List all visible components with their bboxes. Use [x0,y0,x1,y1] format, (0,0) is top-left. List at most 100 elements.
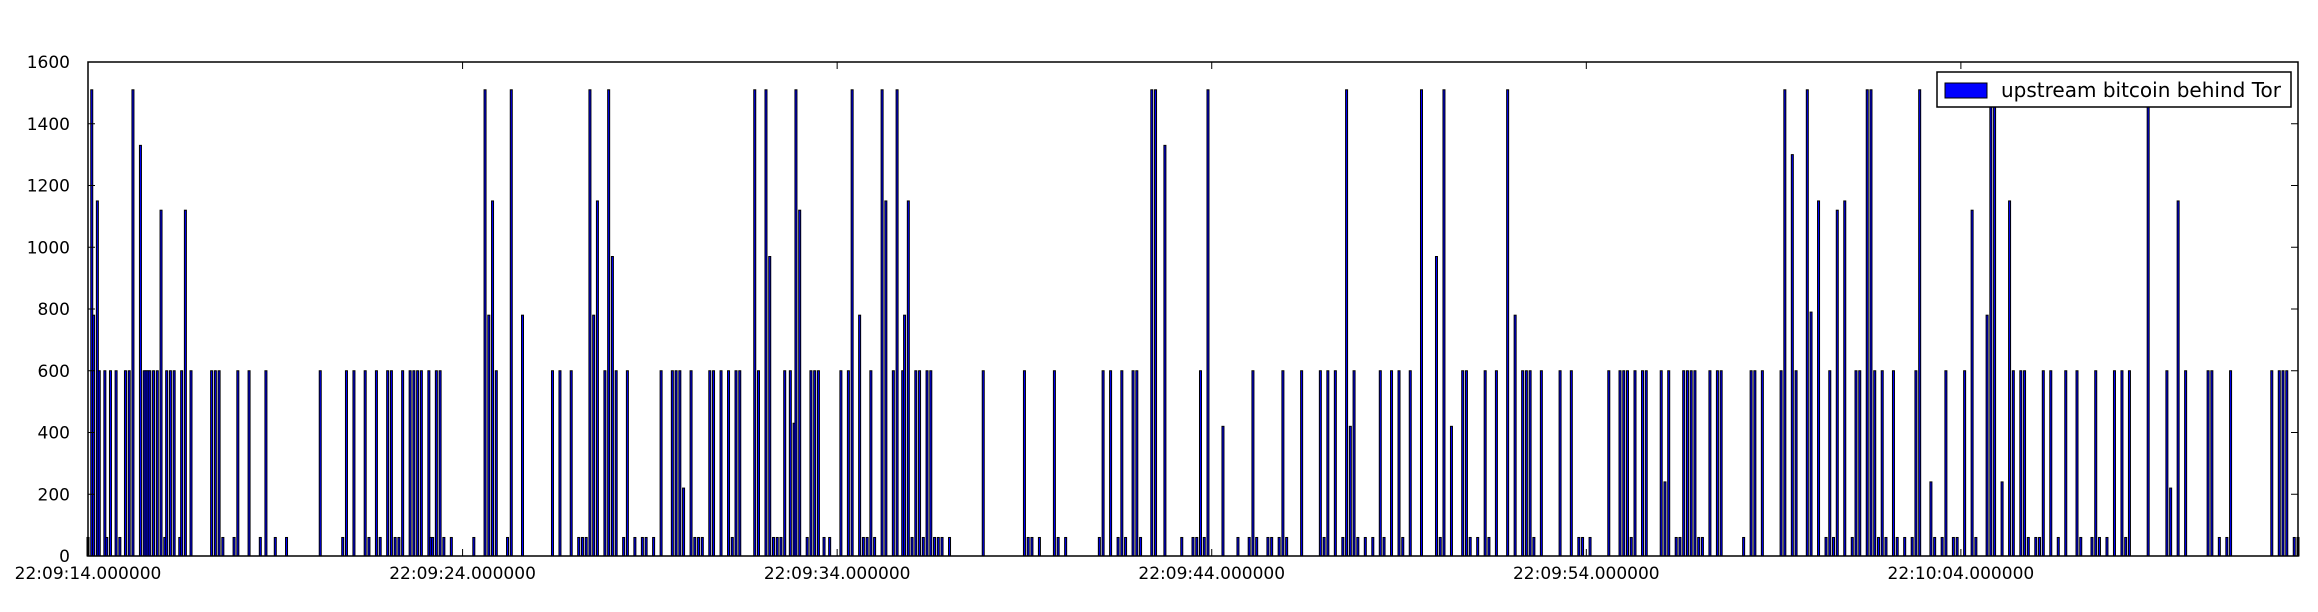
bar [341,536,345,557]
bar [1955,536,1959,557]
bar [1817,200,1821,557]
legend-swatch [1944,82,1988,99]
bar [595,200,599,557]
bar [1832,536,1836,557]
bar [1790,154,1794,557]
bar [1382,536,1386,557]
bar [828,536,832,557]
bar [719,370,723,557]
bar [940,536,944,557]
bar [449,536,453,557]
bar [393,536,397,557]
bar [1341,536,1345,557]
bar [1663,481,1667,557]
bar [948,536,952,557]
bar [1880,370,1884,557]
bar [1854,370,1858,557]
bar [1371,536,1375,557]
bar [1131,370,1135,557]
bar [2120,370,2124,557]
bar [1449,425,1453,557]
bar [1794,370,1798,557]
bar [352,370,356,557]
bar [1753,370,1757,557]
bar [2023,370,2027,557]
y-tick-label: 200 [38,485,70,505]
bar [378,536,382,557]
bar [1030,536,1034,557]
bar [232,536,236,557]
bar [1408,370,1412,557]
bar [738,370,742,557]
bar [592,314,596,557]
bar [918,370,922,557]
bar [2270,370,2274,557]
bar [1064,536,1068,557]
bar [1607,370,1611,557]
bar [550,370,554,557]
bar [180,370,184,557]
bar [1390,370,1394,557]
bar [114,370,118,557]
bar [783,370,787,557]
bar [1581,536,1585,557]
bar [891,370,895,557]
bar [614,370,618,557]
bar [813,370,817,557]
bar [775,536,779,557]
bar [1824,536,1828,557]
bar [1363,536,1367,557]
y-tick-label: 600 [38,362,70,382]
bar [914,370,918,557]
bar [809,370,813,557]
bar [1805,89,1809,557]
bar [1528,370,1532,557]
x-tick-label: 22:09:54.000000 [1513,564,1660,584]
bar [103,370,107,557]
bar [644,536,648,557]
bar [1929,481,1933,557]
bar [794,89,798,557]
bar [1198,370,1202,557]
x-tick-label: 22:09:24.000000 [389,564,536,584]
bar [1097,536,1101,557]
bar [2064,370,2068,557]
bar [2019,370,2023,557]
bar [1464,370,1468,557]
bar [981,370,985,557]
bar [659,370,663,557]
bar [2097,536,2101,557]
bar [1401,536,1405,557]
y-tick-label: 1200 [27,177,70,197]
bar [708,370,712,557]
bar [2056,536,2060,557]
bar [816,370,820,557]
bar [1285,536,1289,557]
bar [138,144,142,557]
bar [152,370,156,557]
bar [910,536,914,557]
bar [2210,370,2214,557]
y-axis: 0 200 400 600 800 1000 1200 1400 1600 [27,53,2298,567]
bar [1588,536,1592,557]
bar [416,370,420,557]
bar [798,209,802,557]
bar [588,89,592,557]
bar [1903,536,1907,557]
bar [1873,370,1877,557]
bar [1884,536,1888,557]
bar [2038,536,2042,557]
bar [1944,370,1948,557]
bar [401,370,405,557]
bar [1951,536,1955,557]
bar [2225,536,2229,557]
bar [183,209,187,557]
bar [1708,370,1712,557]
bar [1281,370,1285,557]
bar [2229,370,2233,557]
bar [906,200,910,557]
bar [521,314,525,557]
bar [1858,370,1862,557]
bar [172,370,176,557]
bar [165,370,169,557]
